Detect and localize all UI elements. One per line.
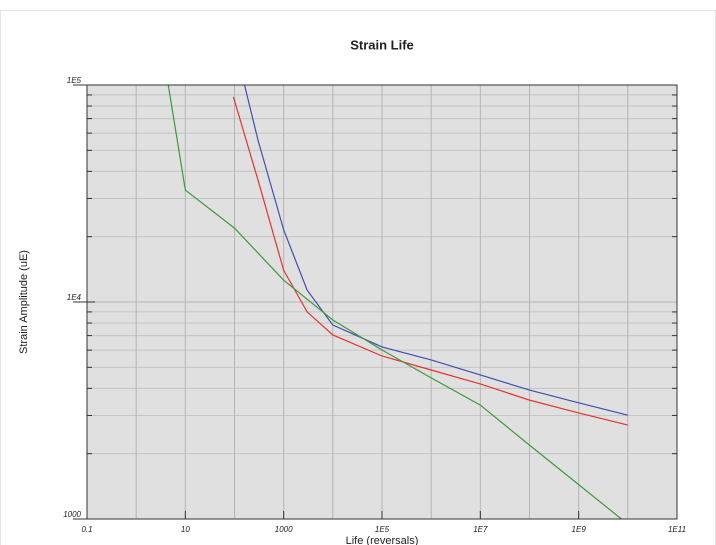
x-tick-label: 1E11 [668,525,686,534]
y-axis-label: Strain Amplitude (uE) [18,250,30,354]
series-line [167,85,622,519]
y-tick-label: 1E4 [67,293,82,302]
chart-title: Strain Life [350,37,414,52]
x-tick-label: 10 [181,525,190,534]
y-tick-label: 1000 [63,510,81,519]
plot-border [86,84,678,520]
x-tick-label: 1000 [275,525,293,534]
y-tick-label: 1E5 [67,76,82,85]
x-axis-label: Life (reversals) [346,535,419,545]
x-tick-label: 0.1 [81,525,92,534]
series-line [243,85,628,416]
x-tick-label: 1E5 [375,525,390,534]
x-tick-label: 1E7 [473,525,488,534]
x-tick-label: 1E9 [572,525,587,534]
series-line [232,96,628,426]
